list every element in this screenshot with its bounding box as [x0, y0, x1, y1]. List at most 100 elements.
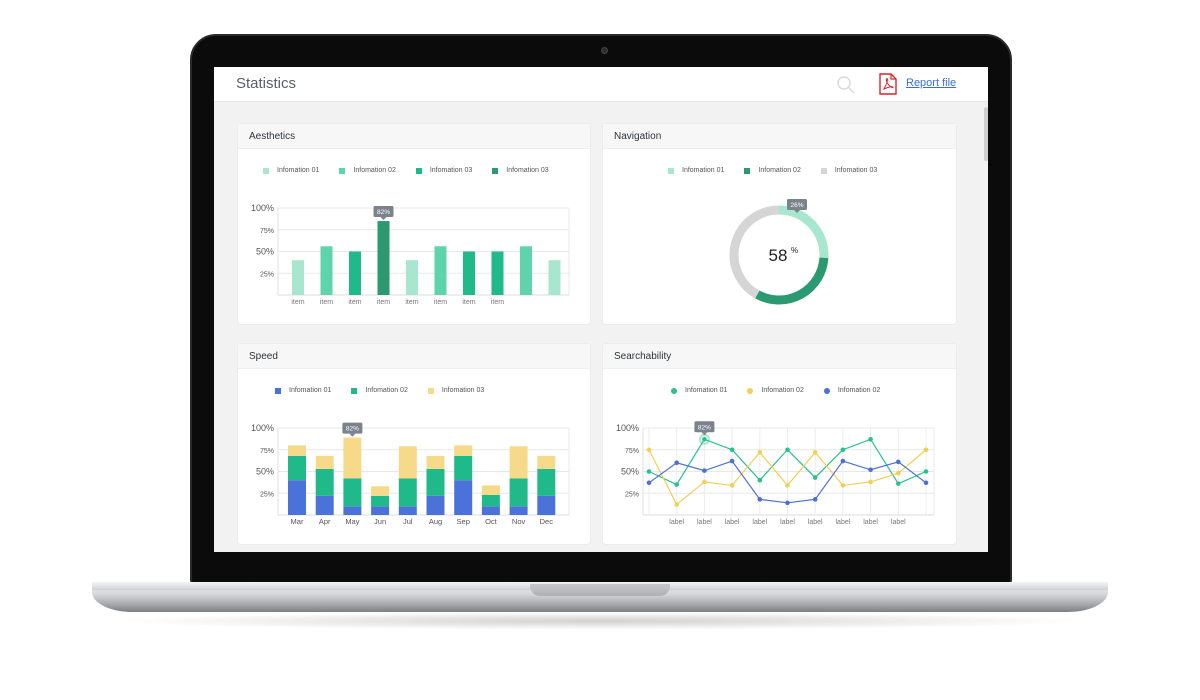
legend-item: Infomation 01	[263, 167, 319, 174]
tooltip-pointer	[701, 432, 708, 436]
bar	[520, 246, 532, 295]
legend-item: Infomation 02	[747, 387, 804, 394]
pdf-file-icon[interactable]	[878, 73, 898, 95]
stacked-bar-segment	[537, 455, 556, 469]
stacked-bar-segment	[371, 495, 390, 507]
stacked-bar-segment	[537, 495, 556, 515]
series-point	[923, 447, 929, 453]
x-tick-label: Dec	[540, 517, 554, 526]
y-tick-label: 100%	[251, 203, 274, 213]
legend-item: Infomation 03	[820, 167, 877, 174]
y-tick-label: 25%	[260, 271, 274, 278]
y-tick-label: 50%	[256, 467, 274, 477]
series-point	[840, 458, 846, 464]
series-point	[923, 469, 929, 474]
stacked-bar-segment	[398, 478, 417, 507]
x-tick-label: item	[462, 299, 475, 306]
legend-swatch	[351, 387, 358, 394]
series-point	[702, 437, 707, 442]
y-tick-label: 50%	[256, 247, 274, 257]
bar	[377, 221, 390, 295]
stacked-bar-segment	[509, 506, 528, 515]
series-point	[840, 447, 846, 453]
x-tick-label: label	[669, 519, 684, 526]
legend-label: Infomation 01	[289, 387, 332, 394]
series-point	[896, 470, 901, 476]
tooltip-pointer	[380, 217, 387, 221]
tooltip-box	[342, 422, 363, 434]
series-point	[646, 469, 652, 474]
bar	[320, 246, 333, 295]
y-tick-label: 100%	[616, 423, 639, 433]
tooltip-pointer	[794, 210, 800, 213]
legend-label: Infomation 01	[682, 167, 725, 174]
stacked-bar-segment	[481, 494, 500, 507]
series-point	[674, 482, 679, 487]
search-icon[interactable]	[836, 75, 856, 95]
stacked-bar-segment	[371, 486, 390, 496]
speed-title: Speed	[238, 344, 590, 369]
legend-item: Infomation 01	[668, 167, 724, 174]
x-tick-label: item	[434, 299, 447, 306]
stacked-bar-segment	[509, 446, 528, 479]
series-point	[757, 450, 763, 455]
donut-slice	[755, 257, 829, 305]
x-tick-label: label	[697, 519, 712, 526]
legend-swatch	[339, 167, 346, 174]
x-tick-label: label	[780, 519, 795, 526]
legend-label: Infomation 01	[277, 167, 320, 174]
legend-label: Infomation 02	[365, 387, 408, 394]
stacked-bar-segment	[454, 480, 473, 515]
scrollbar-track[interactable]	[984, 103, 988, 552]
report-file-link[interactable]: Report file	[906, 77, 957, 89]
aesthetics-legend: Infomation 01 Infomation 02 Infomation 0…	[263, 167, 569, 174]
series-point	[646, 447, 652, 453]
scrollbar-thumb[interactable]	[984, 107, 988, 161]
legend-item: Infomation 02	[351, 387, 408, 394]
x-tick-label: Apr	[319, 517, 331, 526]
series-point	[729, 447, 735, 453]
legend-label: Infomation 01	[685, 387, 728, 394]
x-tick-label: item	[377, 299, 390, 306]
webcam-icon	[601, 47, 608, 54]
series-point	[923, 480, 929, 486]
x-tick-label: Nov	[512, 517, 526, 526]
x-tick-label: Aug	[429, 517, 442, 526]
bar	[349, 251, 361, 295]
tooltip: 82%	[342, 422, 363, 437]
legend-label: Infomation 03	[506, 167, 549, 174]
tooltip-label: 26%	[790, 202, 803, 209]
legend-item: Infomation 02	[744, 167, 801, 174]
y-tick-label: 25%	[625, 491, 639, 498]
tooltip-box	[373, 206, 394, 218]
y-tick-label: 75%	[260, 448, 274, 455]
x-tick-label: label	[836, 519, 851, 526]
speed-stacked-bar-chart: 100% 75% 50% 25% Mar Apr May 82% Jun Jul Aug Sep Oct…	[251, 422, 570, 526]
bar	[491, 251, 504, 295]
x-tick-label: Sep	[457, 517, 470, 526]
x-tick-label: item	[491, 299, 504, 306]
bar	[434, 246, 447, 295]
x-tick-label: Oct	[485, 517, 498, 526]
stacked-bar-segment	[537, 468, 556, 496]
tooltip: 82%	[694, 421, 715, 436]
x-tick-label: item	[291, 299, 304, 306]
legend-dot	[671, 387, 677, 394]
stacked-bar-segment	[288, 455, 306, 481]
series-point	[868, 437, 873, 442]
donut-center-value: 58	[769, 246, 788, 265]
stacked-bar-segment	[481, 485, 500, 495]
legend-label: Infomation 02	[761, 387, 804, 394]
y-tick-label: 100%	[251, 423, 274, 433]
x-tick-label: item	[348, 299, 361, 306]
stacked-bar-segment	[288, 445, 306, 456]
bar	[406, 260, 418, 295]
legend-label: Infomation 02	[353, 167, 396, 174]
tooltip-label: 82%	[698, 424, 711, 431]
legend-label: Infomation 03	[429, 167, 473, 174]
series-point	[896, 459, 901, 465]
x-tick-label: May	[345, 517, 359, 526]
stacked-bar-segment	[343, 506, 362, 515]
x-tick-label: label	[808, 519, 823, 526]
navigation-donut-chart: 58 % 26%	[729, 199, 829, 305]
